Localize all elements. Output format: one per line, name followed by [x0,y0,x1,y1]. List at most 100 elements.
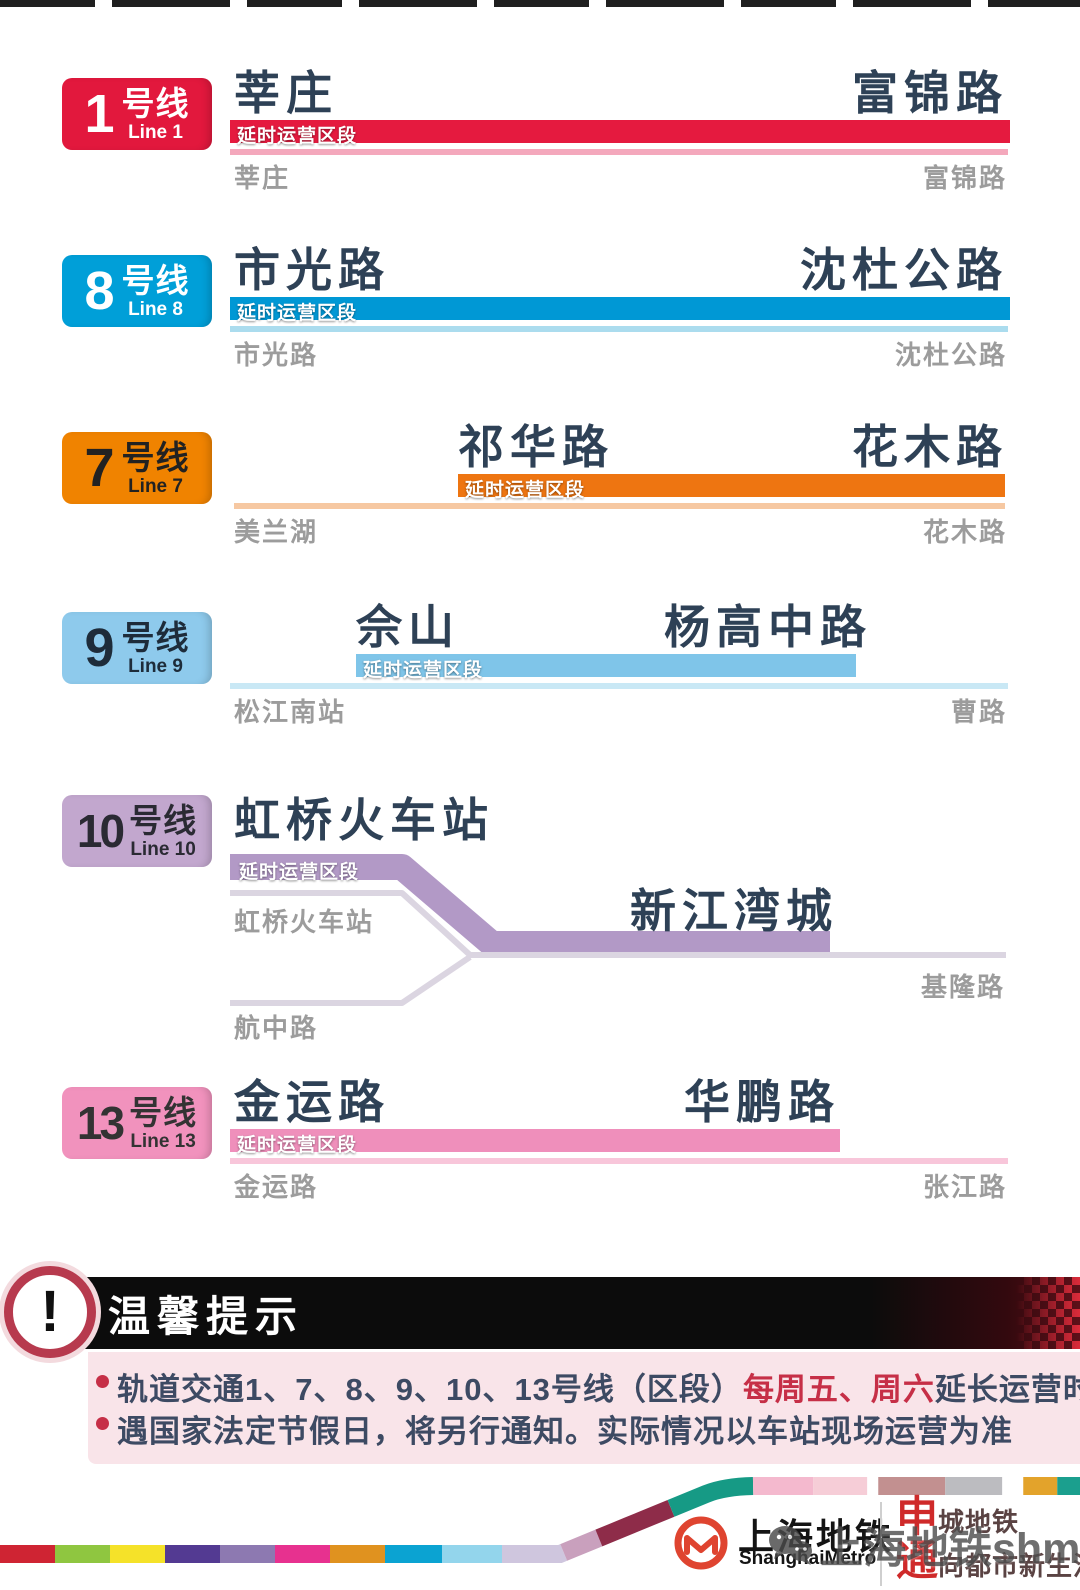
notice-bullet-1: 轨道交通1、7、8、9、10、13号线（区段）每周五、周六延长运营时间。 [88,1364,1080,1409]
end-station: 新江湾城 [630,885,838,937]
exclamation-icon: ! [4,1266,96,1358]
brand-slogan: 申 城地铁 通 向都市新生活 [896,1494,1080,1582]
line-number: 7 [84,438,115,498]
extended-section-tag: 延时运营区段 [239,862,360,883]
line-number: 10 [76,805,125,857]
end-station: 富锦路 [852,67,1008,119]
start-station-label: 金运路 [234,1172,319,1202]
extended-section-tag: 延时运营区段 [237,1135,358,1156]
watermark-text: 上海地铁shmetro [820,1525,1080,1573]
top-edge-dashes [0,0,1080,7]
end-station-label: 花木路 [922,517,1007,547]
start-station-label: 莘庄 [234,163,291,193]
start-station: 市光路 [234,244,390,296]
line-suffix: 号线 [121,438,190,476]
line-en: Line 1 [128,121,183,143]
line-suffix: 号线 [129,801,198,839]
extended-section-bar: 延时运营区段 [458,474,1005,501]
line-1-section: 1 号线 Line 1 莘庄 富锦路 延时运营区段 莘庄 富锦路 [0,68,1080,278]
line-13-badge: 13 号线 Line 13 [62,1087,212,1159]
notice-header-bar: 温馨提示 [36,1277,1080,1349]
line-suffix: 号线 [121,261,190,299]
extended-section-bar: 延时运营区段 [356,654,856,681]
end-station: 华鹏路 [684,1076,840,1128]
line-number: 1 [84,84,115,144]
line-10-section: 10 号线 Line 10 虹桥火车站 延时运营区段 新江湾城 虹桥火车站 基隆… [0,795,1080,1065]
notice-bullet-2: 遇国家法定节假日，将另行通知。实际情况以车站现场运营为准 [88,1406,1080,1451]
extended-section-bar: 延时运营区段 [230,120,1010,147]
line-number: 8 [84,261,115,321]
end-station-label: 基隆路 [920,972,1005,1002]
notice-title: 温馨提示 [108,1292,305,1340]
line-number: 13 [76,1097,125,1149]
extended-section-tag: 延时运营区段 [465,480,586,501]
slogan-rest-1: 城地铁 [938,1507,1020,1537]
line-track [230,326,1008,332]
shanghai-metro-logo [674,1516,728,1570]
bullet-dot [96,1417,109,1430]
start-station: 佘山 [356,601,460,653]
line-suffix: 号线 [121,618,190,656]
wechat-icon [769,1526,812,1565]
line-en: Line 7 [128,475,183,497]
main-branch-track [230,890,1006,958]
wechat-watermark: 上海地铁shmetro [766,1514,1080,1576]
bullet-dot [96,1375,109,1388]
line-8-badge: 8 号线 Line 8 [62,255,212,327]
line-en: Line 10 [130,838,196,860]
slogan-big-char-2: 通 [896,1537,939,1584]
extended-section-bar: 延时运营区段 [230,1129,840,1156]
brand-name-cn: 上海地铁 [738,1516,895,1557]
line-en: Line 13 [130,1130,196,1152]
bullet2-text: 遇国家法定节假日，将另行通知。实际情况以车站现场运营为准 [117,1414,1013,1449]
bullet1-highlight: 每周五、周六 [742,1372,935,1407]
extended-section-band [230,854,830,957]
hangzhong-branch-track [230,954,472,1006]
end-station-label: 富锦路 [922,163,1007,193]
line-9-section: 9 号线 Line 9 佘山 杨高中路 延时运营区段 松江南站 曹路 [0,602,1080,812]
slogan-big-char-1: 申 [896,1493,939,1540]
end-station-label: 曹路 [950,697,1007,727]
line-10-badge: 10 号线 Line 10 [62,795,212,867]
end-station-label: 张江路 [922,1172,1007,1202]
line-13-section: 13 号线 Line 13 金运路 华鹏路 延时运营区段 金运路 张江路 [0,1077,1080,1287]
line-9-badge: 9 号线 Line 9 [62,612,212,684]
line-en: Line 9 [128,655,183,677]
notice-panel: 轨道交通1、7、8、9、10、13号线（区段）每周五、周六延长运营时间。 遇国家… [88,1352,1080,1464]
branch-diagram [230,854,1006,1006]
line-track [230,1158,1008,1164]
line-suffix: 号线 [121,84,190,122]
extended-section-bar: 延时运营区段 [230,297,1010,324]
line-number: 9 [84,618,115,678]
end-station-label: 沈杜公路 [894,340,1007,370]
line-8-section: 8 号线 Line 8 市光路 沈杜公路 延时运营区段 市光路 沈杜公路 [0,245,1080,455]
start-station: 祁华路 [458,421,614,473]
line-suffix: 号线 [129,1093,198,1131]
line-7-badge: 7 号线 Line 7 [62,432,212,504]
terminus-label: 松江南站 [234,697,347,727]
line-track [234,503,1005,509]
terminus-label: 美兰湖 [234,517,319,547]
start-station-label: 市光路 [234,340,319,370]
line-track [230,149,1008,155]
extended-section-tag: 延时运营区段 [363,660,484,681]
footer-divider [880,1502,882,1586]
start-station-label: 虹桥火车站 [234,907,375,937]
line-1-badge: 1 号线 Line 1 [62,78,212,150]
extended-section-tag: 延时运营区段 [237,126,358,147]
end-station: 沈杜公路 [800,244,1008,296]
slogan-rest-2: 向都市新生活 [938,1551,1080,1581]
footer-route-stripe [0,1477,1080,1563]
line-7-section: 7 号线 Line 7 祁华路 花木路 延时运营区段 美兰湖 花木路 [0,422,1080,632]
start-station: 金运路 [234,1076,390,1128]
bullet1-suffix: 延长运营时间。 [934,1372,1080,1407]
start-station: 莘庄 [234,67,338,119]
start-station: 虹桥火车站 [234,794,494,846]
line-en: Line 8 [128,298,183,320]
checker-decoration [1016,1277,1080,1349]
extended-section-tag: 延时运营区段 [237,303,358,324]
bullet1-prefix: 轨道交通1、7、8、9、10、13号线（区段） [117,1372,743,1407]
line-track [230,683,1008,689]
end-station: 花木路 [852,421,1008,473]
